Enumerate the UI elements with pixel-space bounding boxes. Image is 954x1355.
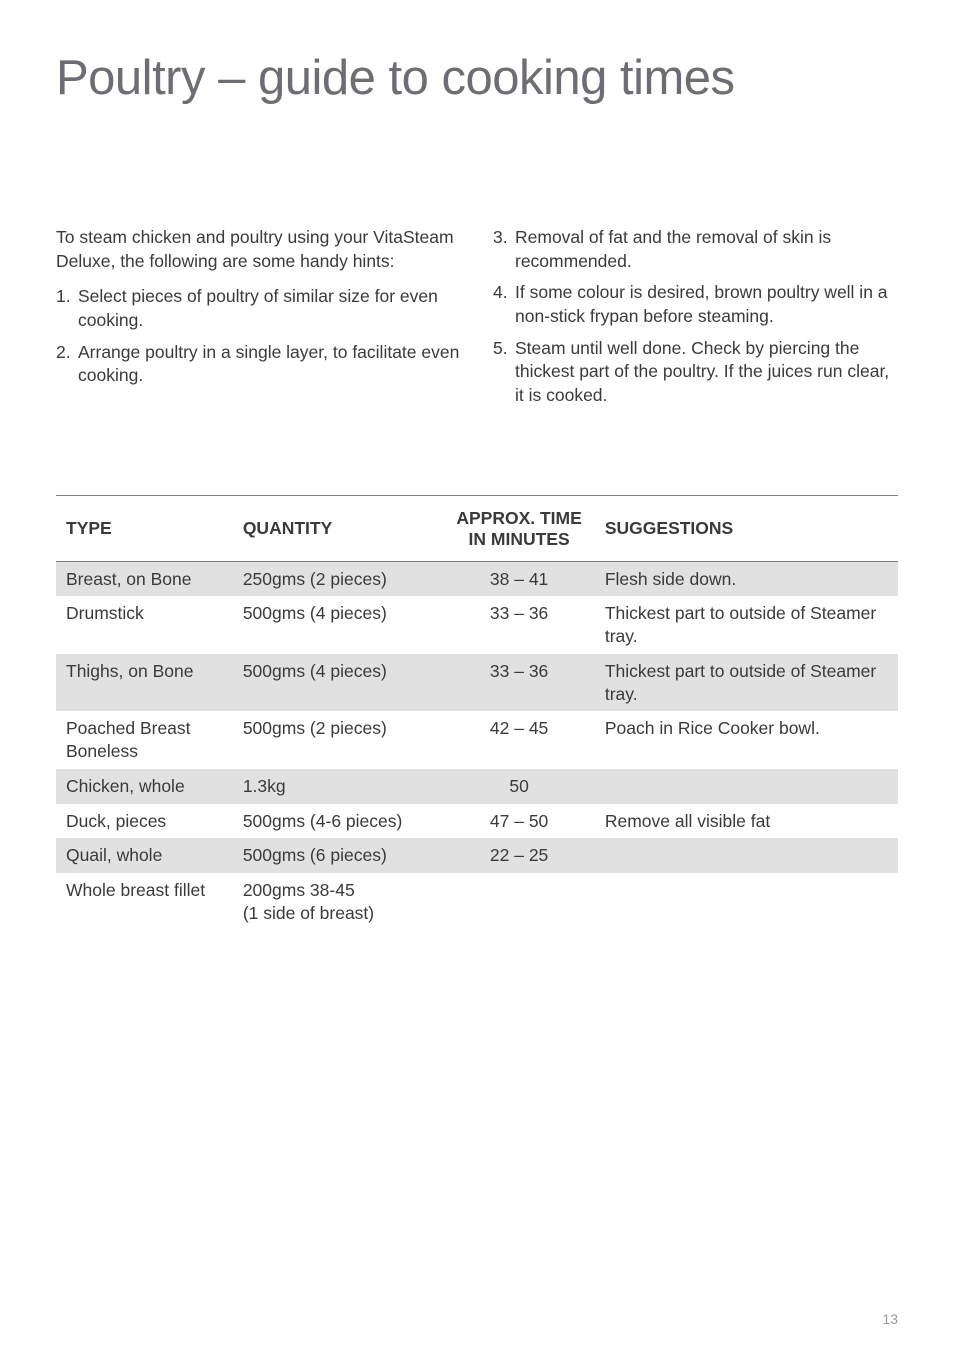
cell-quantity: 1.3kg	[233, 769, 444, 804]
intro-text: To steam chicken and poultry using your …	[56, 226, 461, 273]
hints-list-left: 1. Select pieces of poultry of similar s…	[56, 285, 461, 388]
cell-quantity: 250gms (2 pieces)	[233, 561, 444, 596]
cooking-times-table: TYPE QUANTITY APPROX. TIME IN MINUTES SU…	[56, 495, 898, 930]
header-time-l1: APPROX. TIME	[456, 508, 581, 528]
cell-quantity: 500gms (4 pieces)	[233, 654, 444, 712]
hint-text: Arrange poultry in a single layer, to fa…	[78, 341, 461, 388]
hints-col-left: To steam chicken and poultry using your …	[56, 226, 461, 415]
cell-time: 47 – 50	[443, 804, 595, 839]
cell-type: Breast, on Bone	[56, 561, 233, 596]
cell-suggestion: Flesh side down.	[595, 561, 898, 596]
cell-type: Quail, whole	[56, 838, 233, 873]
page-number: 13	[882, 1311, 898, 1327]
header-type: TYPE	[56, 496, 233, 561]
hint-item: 2. Arrange poultry in a single layer, to…	[56, 341, 461, 388]
cell-time	[443, 873, 595, 931]
cell-type: Whole breast fillet	[56, 873, 233, 931]
cell-quantity: 500gms (4-6 pieces)	[233, 804, 444, 839]
cell-quantity: 500gms (6 pieces)	[233, 838, 444, 873]
cell-time: 50	[443, 769, 595, 804]
cell-quantity: 500gms (4 pieces)	[233, 596, 444, 654]
cell-suggestion: Thickest part to outside of Steamer tray…	[595, 654, 898, 712]
cell-time: 22 – 25	[443, 838, 595, 873]
hint-item: 5. Steam until well done. Check by pierc…	[493, 337, 898, 408]
hint-item: 1. Select pieces of poultry of similar s…	[56, 285, 461, 332]
cell-suggestion	[595, 838, 898, 873]
table-row: Drumstick 500gms (4 pieces) 33 – 36 Thic…	[56, 596, 898, 654]
cell-time: 42 – 45	[443, 711, 595, 769]
hints-col-right: 3. Removal of fat and the removal of ski…	[493, 226, 898, 415]
hint-number: 2.	[56, 341, 78, 388]
hint-number: 1.	[56, 285, 78, 332]
cell-quantity: 500gms (2 pieces)	[233, 711, 444, 769]
table-row: Whole breast fillet 200gms 38-45 (1 side…	[56, 873, 898, 931]
hints-list-right: 3. Removal of fat and the removal of ski…	[493, 226, 898, 407]
page-title: Poultry – guide to cooking times	[56, 50, 898, 106]
header-suggestions: SUGGESTIONS	[595, 496, 898, 561]
hint-text: If some colour is desired, brown poultry…	[515, 281, 898, 328]
cell-suggestion	[595, 873, 898, 931]
table-row: Chicken, whole 1.3kg 50	[56, 769, 898, 804]
cell-suggestion: Remove all visible fat	[595, 804, 898, 839]
cell-quantity: 200gms 38-45 (1 side of breast)	[233, 873, 444, 931]
cell-type: Chicken, whole	[56, 769, 233, 804]
table-row: Breast, on Bone 250gms (2 pieces) 38 – 4…	[56, 561, 898, 596]
table-header-row: TYPE QUANTITY APPROX. TIME IN MINUTES SU…	[56, 496, 898, 561]
cell-type: Poached Breast Boneless	[56, 711, 233, 769]
table-row: Poached Breast Boneless 500gms (2 pieces…	[56, 711, 898, 769]
hint-item: 4. If some colour is desired, brown poul…	[493, 281, 898, 328]
hint-number: 5.	[493, 337, 515, 408]
hint-item: 3. Removal of fat and the removal of ski…	[493, 226, 898, 273]
table-row: Thighs, on Bone 500gms (4 pieces) 33 – 3…	[56, 654, 898, 712]
hint-text: Steam until well done. Check by piercing…	[515, 337, 898, 408]
cell-suggestion: Poach in Rice Cooker bowl.	[595, 711, 898, 769]
document-page: Poultry – guide to cooking times To stea…	[0, 0, 954, 1355]
hints-columns: To steam chicken and poultry using your …	[56, 226, 898, 415]
cell-type: Thighs, on Bone	[56, 654, 233, 712]
cell-type: Duck, pieces	[56, 804, 233, 839]
header-time-l2: IN MINUTES	[469, 529, 570, 549]
cell-time: 33 – 36	[443, 654, 595, 712]
hint-number: 3.	[493, 226, 515, 273]
table-row: Quail, whole 500gms (6 pieces) 22 – 25	[56, 838, 898, 873]
cell-suggestion	[595, 769, 898, 804]
cell-suggestion: Thickest part to outside of Steamer tray…	[595, 596, 898, 654]
cell-time: 38 – 41	[443, 561, 595, 596]
header-quantity: QUANTITY	[233, 496, 444, 561]
cell-type: Drumstick	[56, 596, 233, 654]
header-time: APPROX. TIME IN MINUTES	[443, 496, 595, 561]
table-row: Duck, pieces 500gms (4-6 pieces) 47 – 50…	[56, 804, 898, 839]
hint-number: 4.	[493, 281, 515, 328]
hint-text: Removal of fat and the removal of skin i…	[515, 226, 898, 273]
hint-text: Select pieces of poultry of similar size…	[78, 285, 461, 332]
cell-time: 33 – 36	[443, 596, 595, 654]
